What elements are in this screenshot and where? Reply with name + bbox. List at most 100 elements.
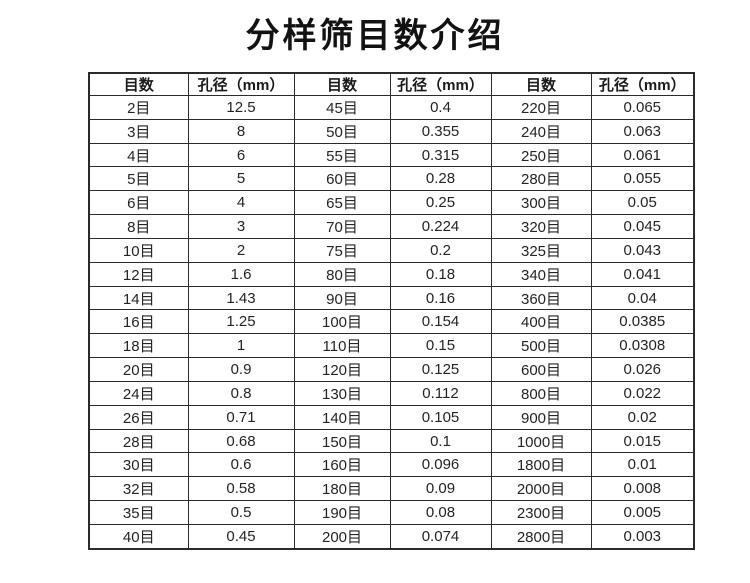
mesh-count-cell: 600目 xyxy=(490,357,592,382)
aperture-mm-cell: 0.01 xyxy=(590,452,695,478)
mesh-count-cell: 45目 xyxy=(293,95,391,120)
table-row: 12目 1.6 80目 0.18 340目 0.041 xyxy=(88,261,695,287)
mesh-count-cell: 1000目 xyxy=(490,428,592,454)
mesh-count-cell: 10目 xyxy=(88,237,189,263)
mesh-count-cell: 40目 xyxy=(88,523,189,550)
column-header-aperture-3: 孔径（mm） xyxy=(590,72,695,96)
aperture-mm-cell: 0.355 xyxy=(389,118,492,144)
mesh-count-cell: 400目 xyxy=(490,309,592,335)
aperture-mm-cell: 0.105 xyxy=(389,404,492,430)
aperture-mm-cell: 0.154 xyxy=(389,309,492,335)
aperture-mm-cell: 0.0385 xyxy=(590,309,695,335)
aperture-mm-cell: 0.16 xyxy=(389,285,492,311)
aperture-mm-cell: 0.112 xyxy=(389,380,492,406)
aperture-mm-cell: 0.28 xyxy=(389,166,492,192)
aperture-mm-cell: 0.224 xyxy=(389,214,492,239)
aperture-mm-cell: 0.041 xyxy=(590,261,695,287)
mesh-count-cell: 200目 xyxy=(293,523,391,550)
table-row: 32目 0.58 180目 0.09 2000目 0.008 xyxy=(88,476,695,502)
mesh-count-cell: 2300目 xyxy=(490,500,592,525)
mesh-count-cell: 220目 xyxy=(490,95,592,120)
mesh-count-cell: 35目 xyxy=(88,500,189,525)
aperture-mm-cell: 4 xyxy=(187,190,295,216)
table-row: 35目 0.5 190目 0.08 2300目 0.005 xyxy=(88,500,695,525)
aperture-mm-cell: 0.25 xyxy=(389,190,492,216)
mesh-count-cell: 2800目 xyxy=(490,523,592,550)
aperture-mm-cell: 2 xyxy=(187,237,295,263)
table-row: 2目 12.5 45目 0.4 220目 0.065 xyxy=(88,95,695,120)
aperture-mm-cell: 0.6 xyxy=(187,452,295,478)
mesh-count-cell: 1800目 xyxy=(490,452,592,478)
mesh-size-table: 目数 孔径（mm） 目数 孔径（mm） 目数 孔径（mm） 2目 12.5 45目 0… xyxy=(88,72,695,550)
column-header-aperture-1: 孔径（mm） xyxy=(187,72,295,96)
aperture-mm-cell: 5 xyxy=(187,166,295,192)
table-row: 4目 6 55目 0.315 250目 0.061 xyxy=(88,142,695,168)
aperture-mm-cell: 0.1 xyxy=(389,428,492,454)
aperture-mm-cell: 0.026 xyxy=(590,357,695,382)
table-row: 8目 3 70目 0.224 320目 0.045 xyxy=(88,214,695,239)
column-header-mesh-2: 目数 xyxy=(293,72,391,96)
mesh-count-cell: 8目 xyxy=(88,214,189,239)
aperture-mm-cell: 0.45 xyxy=(187,523,295,550)
aperture-mm-cell: 6 xyxy=(187,142,295,168)
mesh-count-cell: 26目 xyxy=(88,404,189,430)
table-row: 28目 0.68 150目 0.1 1000目 0.015 xyxy=(88,428,695,454)
column-header-mesh-3: 目数 xyxy=(490,72,592,96)
mesh-count-cell: 190目 xyxy=(293,500,391,525)
aperture-mm-cell: 0.5 xyxy=(187,500,295,525)
mesh-count-cell: 20目 xyxy=(88,357,189,382)
mesh-count-cell: 250目 xyxy=(490,142,592,168)
mesh-count-cell: 75目 xyxy=(293,237,391,263)
mesh-count-cell: 65目 xyxy=(293,190,391,216)
mesh-count-cell: 140目 xyxy=(293,404,391,430)
aperture-mm-cell: 1 xyxy=(187,333,295,359)
aperture-mm-cell: 0.005 xyxy=(590,500,695,525)
mesh-count-cell: 3目 xyxy=(88,118,189,144)
aperture-mm-cell: 1.25 xyxy=(187,309,295,335)
mesh-count-cell: 900目 xyxy=(490,404,592,430)
aperture-mm-cell: 0.58 xyxy=(187,476,295,502)
mesh-count-cell: 130目 xyxy=(293,380,391,406)
aperture-mm-cell: 0.05 xyxy=(590,190,695,216)
aperture-mm-cell: 0.074 xyxy=(389,523,492,550)
aperture-mm-cell: 0.15 xyxy=(389,333,492,359)
aperture-mm-cell: 0.063 xyxy=(590,118,695,144)
aperture-mm-cell: 0.8 xyxy=(187,380,295,406)
aperture-mm-cell: 0.125 xyxy=(389,357,492,382)
aperture-mm-cell: 0.015 xyxy=(590,428,695,454)
table-row: 3目 8 50目 0.355 240目 0.063 xyxy=(88,118,695,144)
table-row: 18目 1 110目 0.15 500目 0.0308 xyxy=(88,333,695,359)
aperture-mm-cell: 0.096 xyxy=(389,452,492,478)
aperture-mm-cell: 12.5 xyxy=(187,95,295,120)
mesh-count-cell: 340目 xyxy=(490,261,592,287)
aperture-mm-cell: 3 xyxy=(187,214,295,239)
mesh-count-cell: 4目 xyxy=(88,142,189,168)
mesh-count-cell: 50目 xyxy=(293,118,391,144)
aperture-mm-cell: 1.6 xyxy=(187,261,295,287)
aperture-mm-cell: 0.08 xyxy=(389,500,492,525)
table-row: 20目 0.9 120目 0.125 600目 0.026 xyxy=(88,357,695,382)
mesh-count-cell: 320目 xyxy=(490,214,592,239)
aperture-mm-cell: 0.003 xyxy=(590,523,695,550)
table-row: 24目 0.8 130目 0.112 800目 0.022 xyxy=(88,380,695,406)
aperture-mm-cell: 0.2 xyxy=(389,237,492,263)
mesh-count-cell: 500目 xyxy=(490,333,592,359)
mesh-count-cell: 300目 xyxy=(490,190,592,216)
mesh-count-cell: 120目 xyxy=(293,357,391,382)
table-row: 14目 1.43 90目 0.16 360目 0.04 xyxy=(88,285,695,311)
aperture-mm-cell: 0.02 xyxy=(590,404,695,430)
aperture-mm-cell: 0.0308 xyxy=(590,333,695,359)
table-row: 16目 1.25 100目 0.154 400目 0.0385 xyxy=(88,309,695,335)
mesh-count-cell: 240目 xyxy=(490,118,592,144)
aperture-mm-cell: 0.04 xyxy=(590,285,695,311)
mesh-count-cell: 80目 xyxy=(293,261,391,287)
mesh-count-cell: 60目 xyxy=(293,166,391,192)
aperture-mm-cell: 0.71 xyxy=(187,404,295,430)
table-row: 26目 0.71 140目 0.105 900目 0.02 xyxy=(88,404,695,430)
mesh-count-cell: 18目 xyxy=(88,333,189,359)
aperture-mm-cell: 0.18 xyxy=(389,261,492,287)
mesh-count-cell: 2目 xyxy=(88,95,189,120)
table-row: 40目 0.45 200目 0.074 2800目 0.003 xyxy=(88,523,695,550)
mesh-count-cell: 6目 xyxy=(88,190,189,216)
mesh-count-cell: 12目 xyxy=(88,261,189,287)
